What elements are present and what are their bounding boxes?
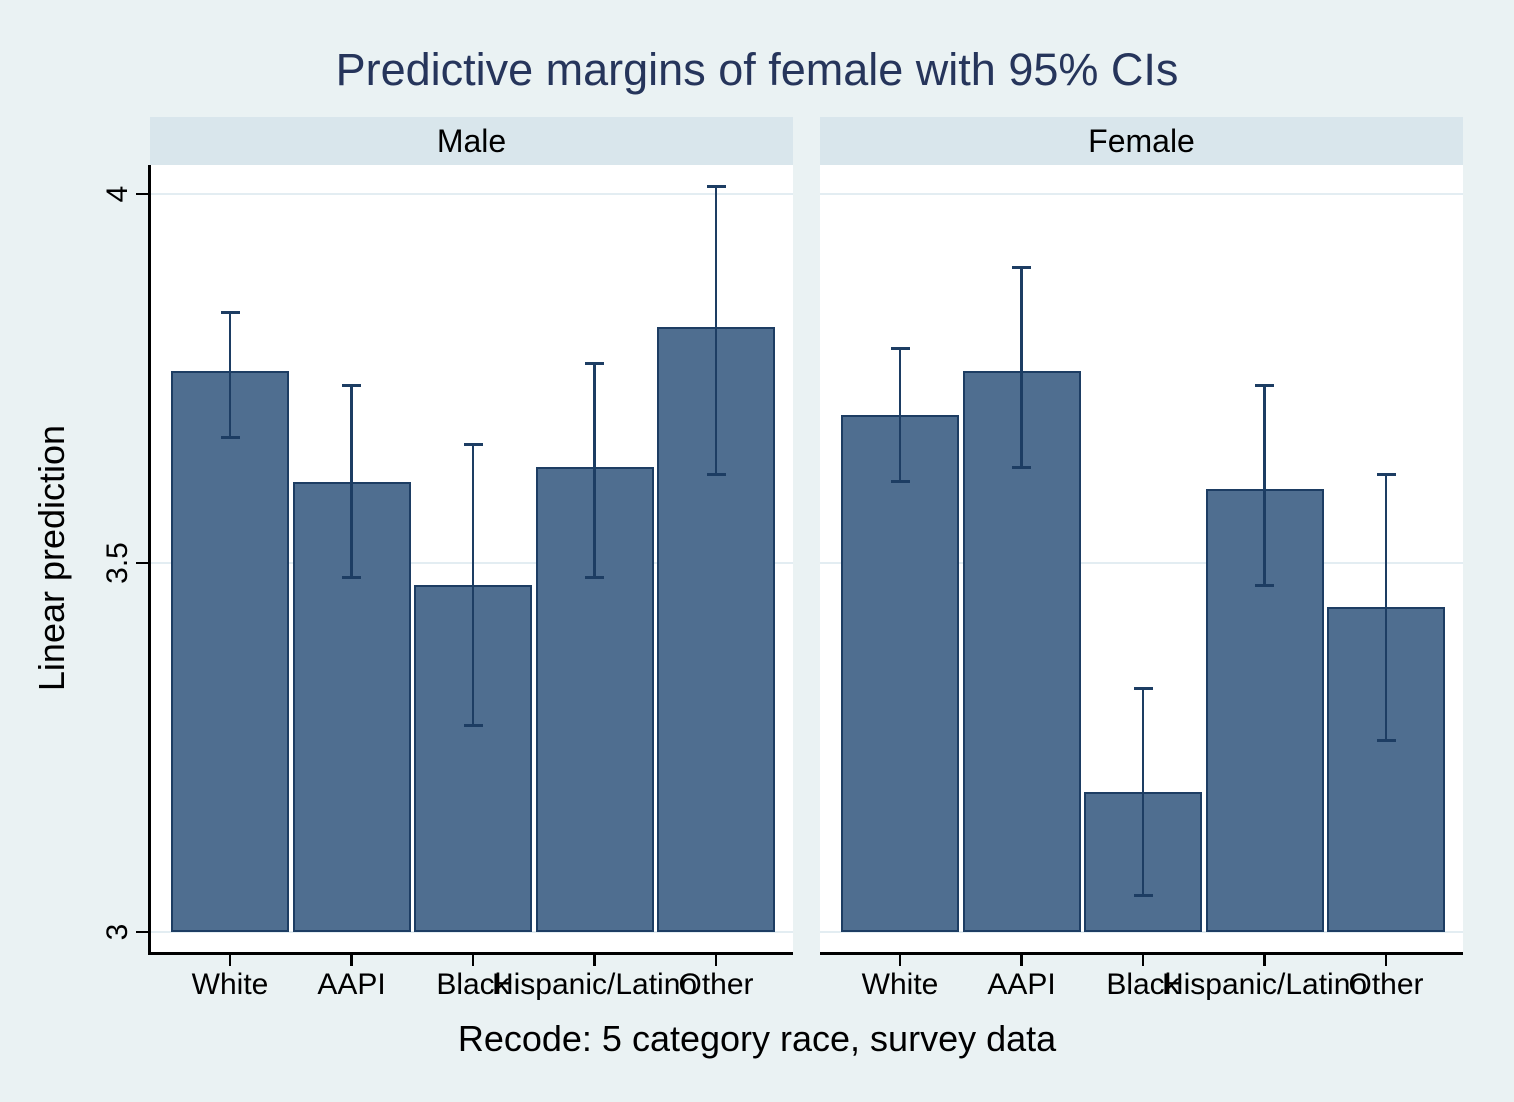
error-bar-line [714, 186, 718, 475]
x-tick-label: AAPI [987, 968, 1056, 1001]
gridline-y-3 [820, 931, 1463, 933]
gridline-y-3.5 [150, 562, 793, 564]
error-bar-line [593, 363, 596, 578]
y-tick [136, 561, 148, 565]
x-tick-label: Other [1348, 968, 1424, 1001]
x-tick [898, 954, 902, 966]
y-axis-title: Linear prediction [31, 424, 72, 692]
gridline-y-3 [150, 931, 793, 933]
chart-title: Predictive margins of female with 95% CI… [335, 44, 1179, 95]
y-tick [136, 192, 148, 196]
panel-header-label: Female [1088, 122, 1195, 159]
error-bar-cap-top [706, 185, 726, 189]
x-axis-title: Recode: 5 category race, survey data [457, 1018, 1057, 1059]
x-tick-label: AAPI [317, 968, 386, 1001]
error-bar-line [228, 312, 232, 438]
error-bar-cap-bottom [585, 576, 604, 580]
x-tick [714, 954, 718, 966]
plot-area-female [820, 165, 1463, 952]
x-tick [1141, 954, 1145, 966]
error-bar-cap-bottom [1133, 893, 1153, 897]
error-bar-line [898, 348, 902, 482]
y-tick-label: 3 [101, 923, 134, 941]
y-tick-label: 4 [101, 185, 134, 203]
x-tick [471, 954, 475, 966]
x-tick [228, 954, 232, 966]
error-bar-line [1384, 474, 1388, 741]
error-bar-cap-bottom [463, 723, 483, 727]
error-bar-line [471, 444, 475, 726]
error-bar-line [1263, 385, 1266, 586]
plot-area-male [150, 165, 793, 952]
x-tick-label: Hispanic/Latino [1161, 968, 1368, 1001]
x-tick-label: Other [678, 968, 754, 1001]
x-axis-line [820, 952, 1463, 955]
error-bar-cap-bottom [220, 436, 240, 440]
error-bar-cap-bottom [1376, 738, 1396, 742]
y-tick [136, 930, 148, 934]
x-tick [1263, 954, 1266, 966]
error-bar-cap-top [1376, 472, 1396, 476]
y-tick-label: 3.5 [101, 542, 134, 584]
x-axis-line [148, 952, 793, 955]
x-tick-label: White [191, 968, 269, 1001]
bar [841, 415, 959, 932]
y-axis-line [148, 165, 151, 955]
gridline-y-3.5 [820, 562, 1463, 564]
error-bar-cap-bottom [342, 576, 361, 580]
x-tick-label: White [861, 968, 939, 1001]
x-tick-label: Hispanic/Latino [491, 968, 698, 1001]
error-bar-cap-top [890, 347, 910, 351]
gridline-y-4 [150, 193, 793, 195]
error-bar-line [1141, 688, 1145, 896]
error-bar-cap-top [342, 384, 361, 388]
error-bar-cap-bottom [1012, 465, 1031, 469]
x-tick [350, 954, 353, 966]
x-tick-label: Black [1106, 968, 1180, 1001]
x-tick [1384, 954, 1388, 966]
panel-header-label: Male [436, 122, 507, 159]
x-tick [593, 954, 596, 966]
error-bar-line [350, 385, 353, 578]
error-bar-cap-bottom [706, 472, 726, 476]
error-bar-cap-bottom [890, 480, 910, 484]
panel-header-male: Male [150, 117, 793, 165]
bar [171, 371, 289, 932]
panel-header-female: Female [820, 117, 1463, 165]
error-bar-line [1020, 267, 1023, 468]
error-bar-cap-bottom [1255, 583, 1274, 587]
x-tick [1020, 954, 1023, 966]
error-bar-cap-top [585, 362, 604, 366]
error-bar-cap-top [463, 443, 483, 447]
error-bar-cap-top [220, 310, 240, 314]
x-tick-label: Black [436, 968, 510, 1001]
error-bar-cap-top [1133, 686, 1153, 690]
error-bar-cap-top [1012, 266, 1031, 270]
gridline-y-4 [820, 193, 1463, 195]
error-bar-cap-top [1255, 384, 1274, 388]
